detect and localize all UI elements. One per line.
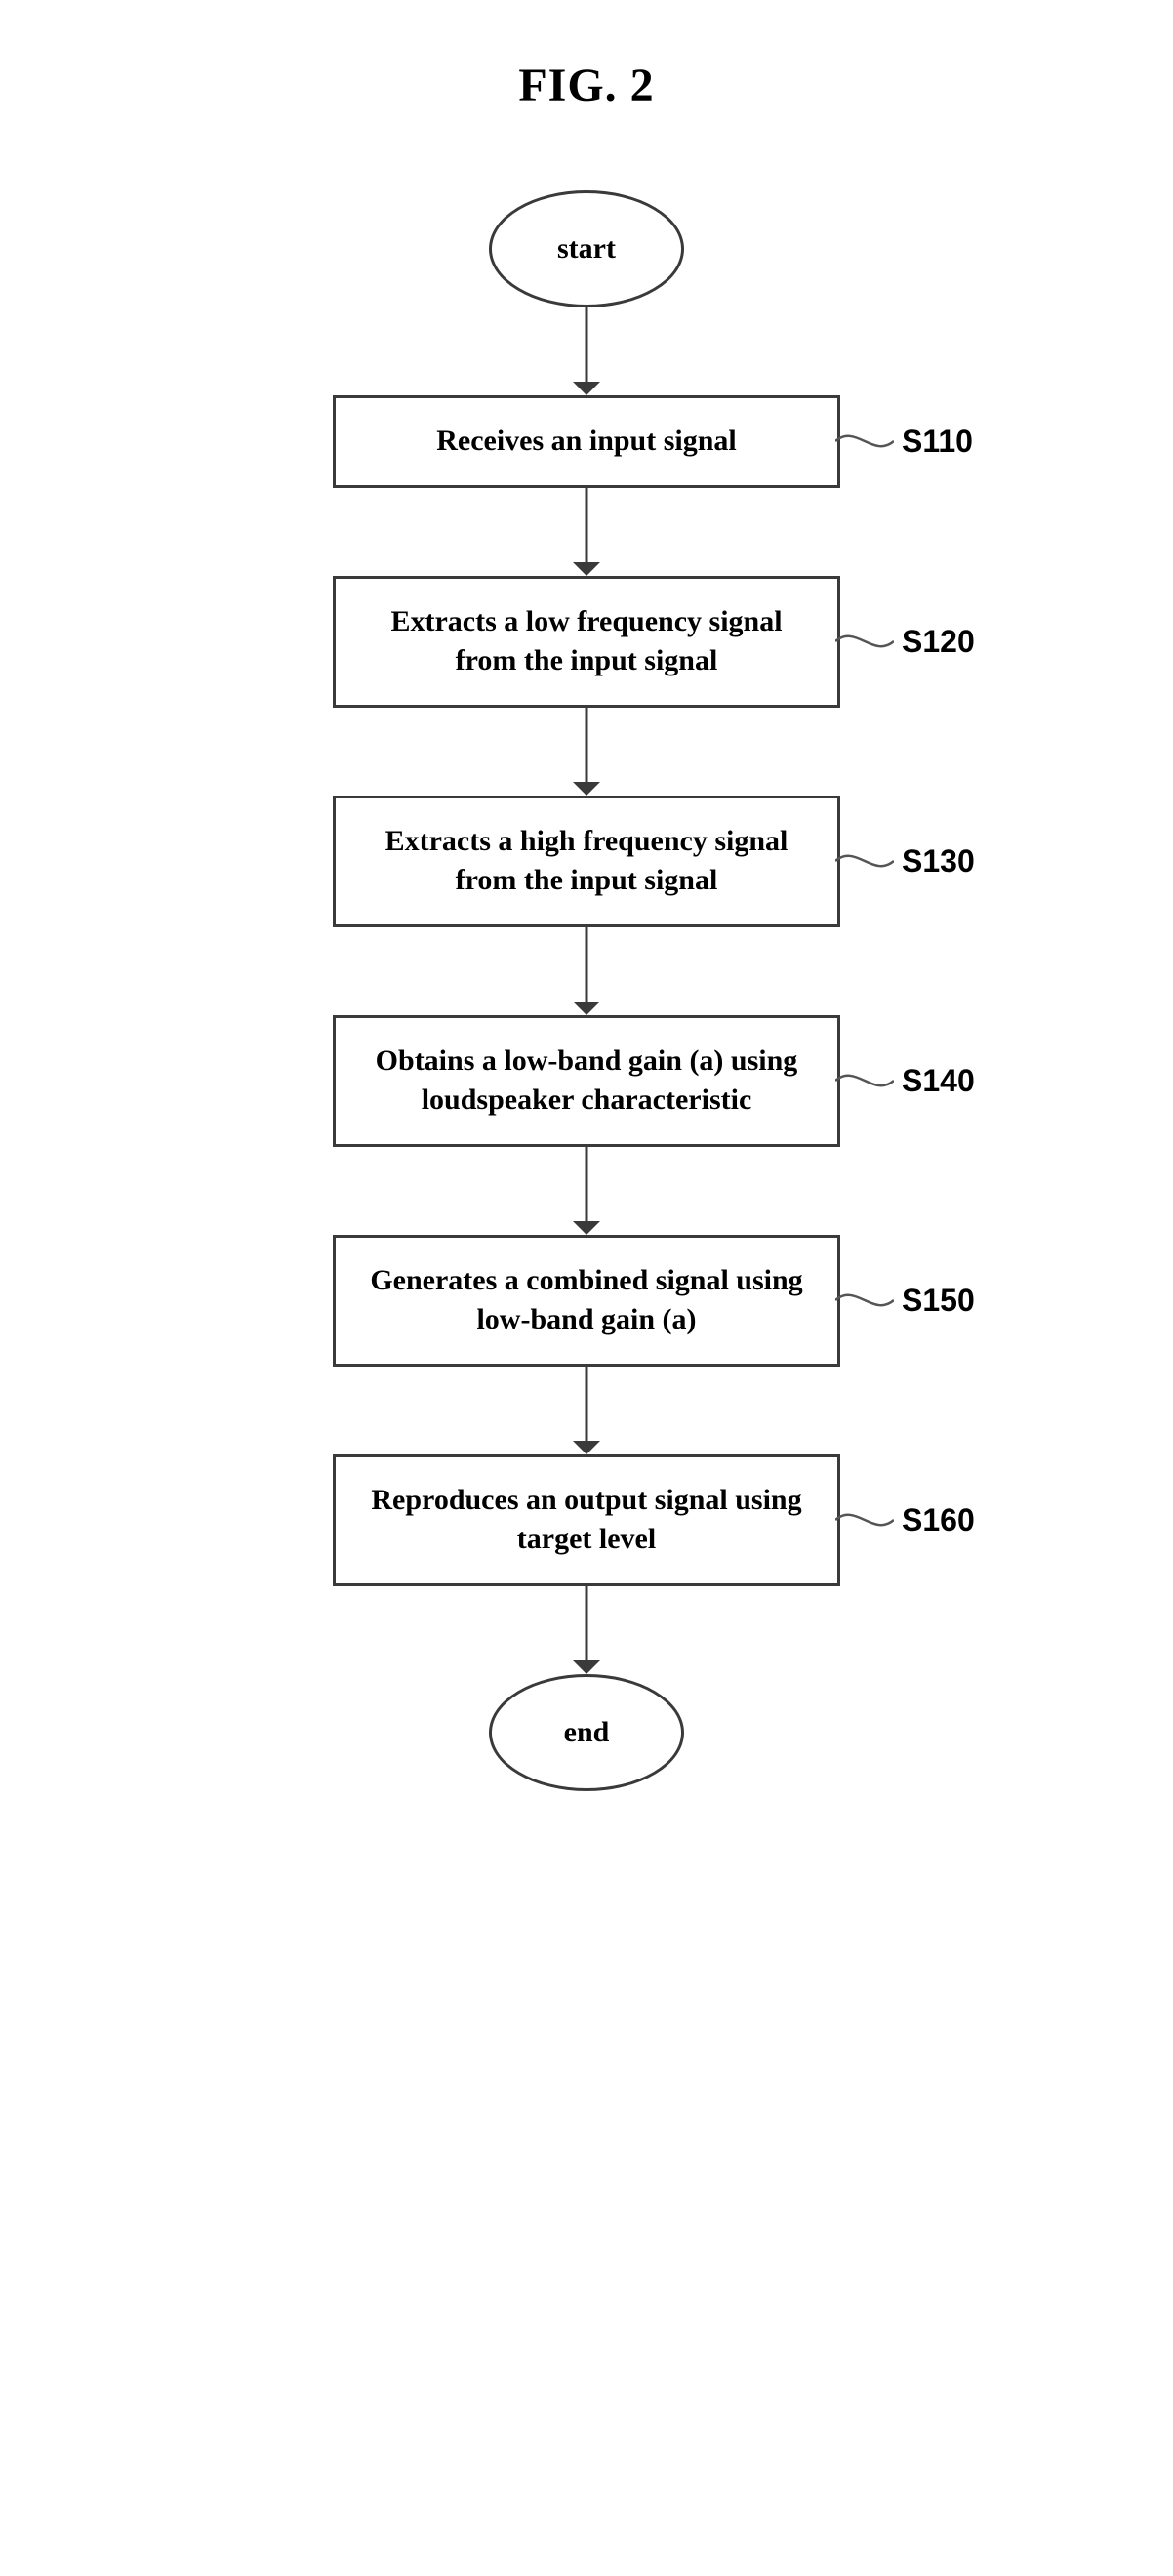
step-box: Extracts a low frequency signal from the… [333,576,840,708]
connector-icon [835,422,894,461]
figure-title: FIG. 2 [0,59,1173,112]
arrow-icon [567,488,606,576]
arrow-icon [567,1367,606,1454]
end-terminal: end [489,1674,684,1791]
flowchart-container: start Receives an input signal S110 Extr… [0,190,1173,1791]
step-label: S120 [902,624,975,660]
arrow-icon [567,1147,606,1235]
connector-icon [835,622,894,661]
step-label: S140 [902,1063,975,1099]
connector-icon [835,1061,894,1100]
step-row-3: Obtains a low-band gain (a) using loudsp… [0,1015,1173,1147]
step-box: Receives an input signal [333,395,840,488]
connector-icon [835,1500,894,1539]
step-label: S160 [902,1502,975,1538]
arrow-icon [567,927,606,1015]
step-label: S150 [902,1283,975,1319]
step-box: Extracts a high frequency signal from th… [333,796,840,927]
arrow-icon [567,307,606,395]
step-label: S110 [902,424,973,460]
step-text: Extracts a high frequency signal from th… [385,825,789,897]
step-text: Reproduces an output signal using target… [371,1484,801,1556]
step-row-1: Extracts a low frequency signal from the… [0,576,1173,708]
arrow-icon [567,1586,606,1674]
step-row-0: Receives an input signal S110 [0,395,1173,488]
start-terminal: start [489,190,684,307]
arrow-icon [567,708,606,796]
step-text: Extracts a low frequency signal from the… [390,605,782,677]
connector-icon [835,841,894,880]
step-text: Generates a combined signal using low-ba… [370,1264,802,1336]
step-text: Receives an input signal [436,425,737,457]
step-box: Generates a combined signal using low-ba… [333,1235,840,1367]
connector-icon [835,1281,894,1320]
step-row-5: Reproduces an output signal using target… [0,1454,1173,1586]
step-text: Obtains a low-band gain (a) using loudsp… [376,1044,798,1117]
step-row-2: Extracts a high frequency signal from th… [0,796,1173,927]
step-label: S130 [902,843,975,879]
step-box: Reproduces an output signal using target… [333,1454,840,1586]
start-label: start [557,232,616,266]
step-row-4: Generates a combined signal using low-ba… [0,1235,1173,1367]
step-box: Obtains a low-band gain (a) using loudsp… [333,1015,840,1147]
end-label: end [564,1716,610,1749]
